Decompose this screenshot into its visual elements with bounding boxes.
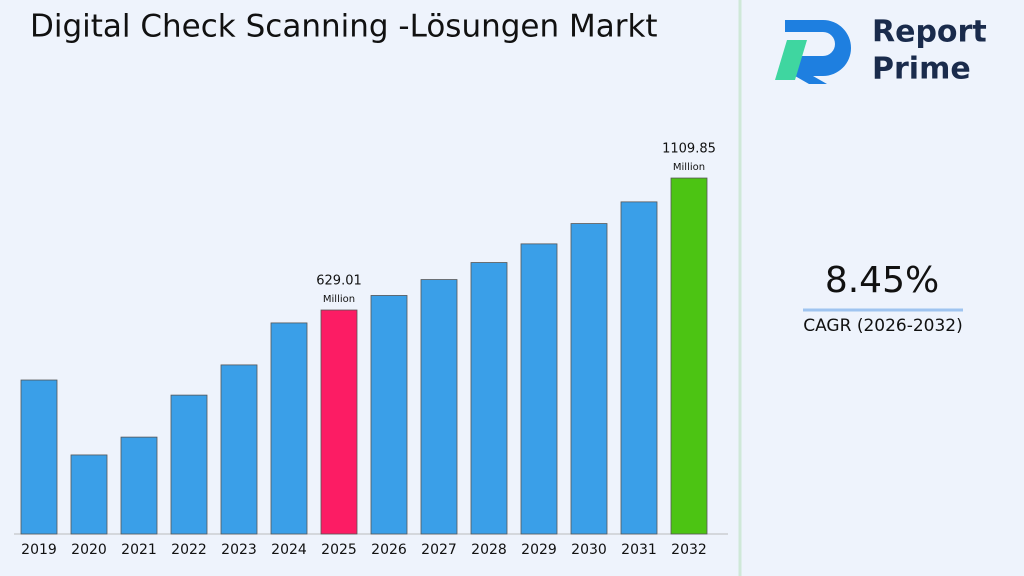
bar [320, 309, 358, 535]
value-unit: Million [323, 294, 355, 305]
x-tick-label: 2029 [521, 542, 557, 558]
bar [420, 279, 458, 535]
bar [620, 201, 658, 535]
x-tick-label: 2032 [671, 542, 707, 558]
x-tick-label: 2031 [621, 542, 657, 558]
x-tick-label: 2019 [21, 542, 57, 558]
bar [370, 295, 408, 535]
x-tick-label: 2027 [421, 542, 457, 558]
bar [270, 322, 308, 535]
x-tick-label: 2023 [221, 542, 257, 558]
bar [220, 364, 258, 535]
x-tick-label: 2030 [571, 542, 607, 558]
x-tick-label: 2022 [171, 542, 207, 558]
value-label: 629.01 [316, 274, 362, 289]
bar [570, 223, 608, 535]
cagr-label: CAGR (2026-2032) [803, 316, 963, 336]
brand: Report [872, 15, 987, 50]
cagr-value: 8.45% [825, 260, 939, 301]
x-tick-label: 2025 [321, 542, 357, 558]
chart-title: Digital Check Scanning -Lösungen Markt [30, 9, 658, 45]
x-tick-label: 2021 [121, 542, 157, 558]
bar [670, 177, 708, 535]
bar [20, 379, 58, 535]
x-tick-label: 2028 [471, 542, 507, 558]
brand: Prime [872, 52, 971, 87]
value-unit: Million [673, 162, 705, 173]
x-tick-label: 2026 [371, 542, 407, 558]
x-tick-label: 2024 [271, 542, 307, 558]
bar [170, 394, 208, 535]
bar [520, 243, 558, 535]
bar [120, 436, 158, 535]
bar [470, 262, 508, 535]
value-label: 1109.85 [662, 142, 716, 157]
x-tick-label: 2020 [71, 542, 107, 558]
bar [70, 454, 108, 535]
logo [775, 20, 851, 84]
